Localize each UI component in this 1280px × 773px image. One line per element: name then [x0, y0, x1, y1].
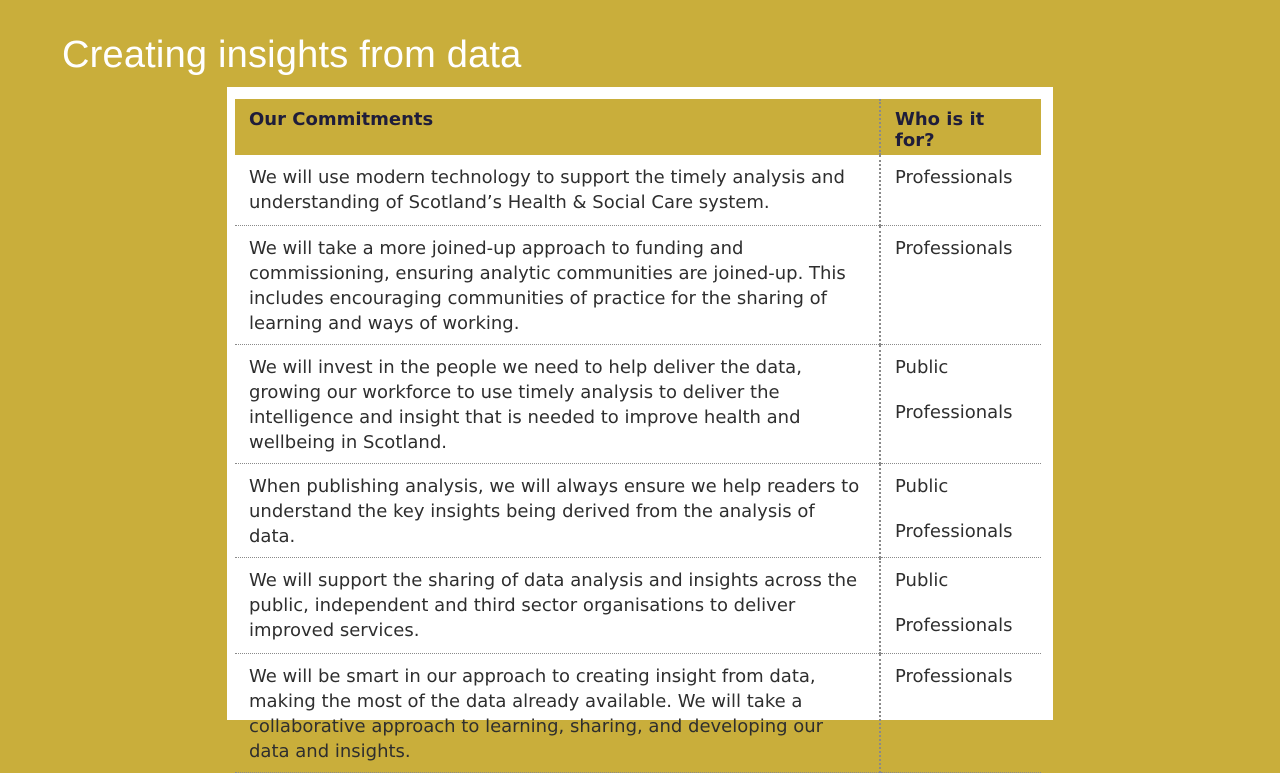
- table-body: We will use modern technology to support…: [235, 155, 1041, 773]
- audience-cell: Professionals: [880, 653, 1041, 773]
- table-row: When publishing analysis, we will always…: [235, 463, 1041, 558]
- commitment-text: We will invest in the people we need to …: [235, 344, 881, 464]
- audience-label: Professionals: [895, 665, 1013, 687]
- commitment-text: When publishing analysis, we will always…: [235, 463, 881, 558]
- audience-cell: Professionals: [880, 225, 1041, 345]
- table-row: We will invest in the people we need to …: [235, 344, 1041, 464]
- audience-label: Public: [895, 475, 949, 497]
- audience-label: Professionals: [895, 167, 1013, 188]
- table-row: We will be smart in our approach to crea…: [235, 653, 1041, 773]
- commitments-table: Our Commitments Who is it for? We will u…: [235, 99, 1041, 773]
- table-row: We will support the sharing of data anal…: [235, 557, 1041, 654]
- audience-cell: Public Professionals: [880, 557, 1041, 654]
- table-row: We will use modern technology to support…: [235, 155, 1041, 226]
- audience-label: Public: [895, 356, 949, 378]
- commitment-text: We will be smart in our approach to crea…: [235, 653, 881, 773]
- table-row: We will take a more joined-up approach t…: [235, 225, 1041, 345]
- header-our-commitments: Our Commitments: [235, 99, 881, 155]
- audience-label: Professionals: [895, 520, 1013, 542]
- header-who-is-it-for: Who is it for?: [880, 99, 1041, 155]
- audience-cell: Public Professionals: [880, 463, 1041, 558]
- commitment-text: We will support the sharing of data anal…: [235, 557, 881, 654]
- commitment-text: We will take a more joined-up approach t…: [235, 225, 881, 345]
- audience-label: Professionals: [895, 614, 1013, 636]
- audience-cell: Professionals: [880, 155, 1041, 226]
- audience-label: Professionals: [895, 401, 1013, 423]
- table-header-row: Our Commitments Who is it for?: [235, 99, 1041, 155]
- commitment-text: We will use modern technology to support…: [235, 155, 881, 226]
- audience-cell: Public Professionals: [880, 344, 1041, 464]
- slide-title: Creating insights from data: [62, 34, 522, 76]
- audience-label: Public: [895, 569, 949, 591]
- commitments-panel: Our Commitments Who is it for? We will u…: [227, 87, 1053, 773]
- audience-label: Professionals: [895, 237, 1013, 259]
